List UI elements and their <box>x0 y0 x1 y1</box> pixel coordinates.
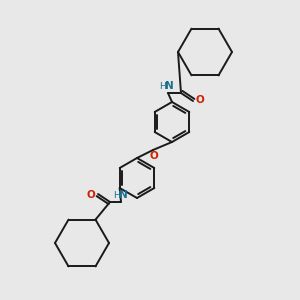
Text: O: O <box>196 95 205 105</box>
Text: O: O <box>86 190 95 200</box>
Text: H: H <box>113 191 120 200</box>
Text: N: N <box>118 190 127 200</box>
Text: N: N <box>165 81 173 91</box>
Text: O: O <box>150 151 158 161</box>
Text: H: H <box>159 82 166 91</box>
